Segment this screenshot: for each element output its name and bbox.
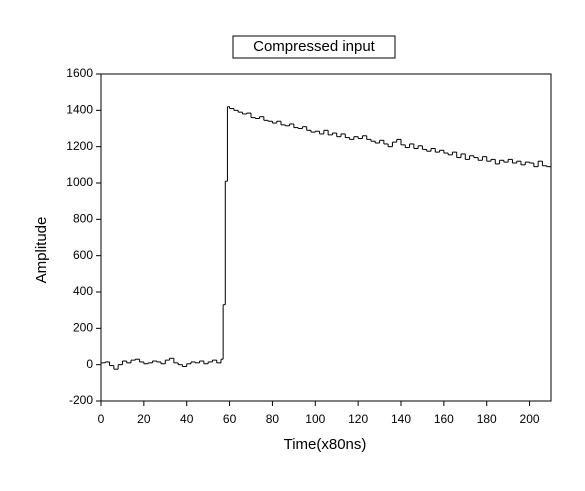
y-tick-label: 1200 <box>66 139 93 153</box>
x-tick-label: 100 <box>305 412 325 426</box>
x-tick-label: 140 <box>391 412 411 426</box>
x-tick-label: 80 <box>266 412 280 426</box>
y-tick-label: 800 <box>73 212 93 226</box>
x-tick-label: 120 <box>348 412 368 426</box>
x-tick-label: 180 <box>477 412 497 426</box>
y-axis-title: Amplitude <box>33 217 50 284</box>
x-tick-label: 0 <box>98 412 105 426</box>
x-tick-label: 40 <box>180 412 194 426</box>
x-tick-label: 60 <box>223 412 237 426</box>
x-tick-label: 160 <box>434 412 454 426</box>
y-tick-label: 1600 <box>66 66 93 80</box>
plot-frame <box>100 73 552 402</box>
x-axis-title: Time(x80ns) <box>284 436 367 453</box>
y-tick-label: 400 <box>73 284 93 298</box>
y-tick-label: 1000 <box>66 175 93 189</box>
y-tick-label: -200 <box>69 393 93 407</box>
x-tick-label: 200 <box>520 412 540 426</box>
chart-title: Compressed input <box>253 38 376 55</box>
x-tick-label: 20 <box>137 412 151 426</box>
title-box <box>232 35 396 59</box>
y-tick-label: 0 <box>86 357 93 371</box>
y-tick-label: 600 <box>73 248 93 262</box>
y-tick-label: 1400 <box>66 103 93 117</box>
y-tick-label: 200 <box>73 321 93 335</box>
